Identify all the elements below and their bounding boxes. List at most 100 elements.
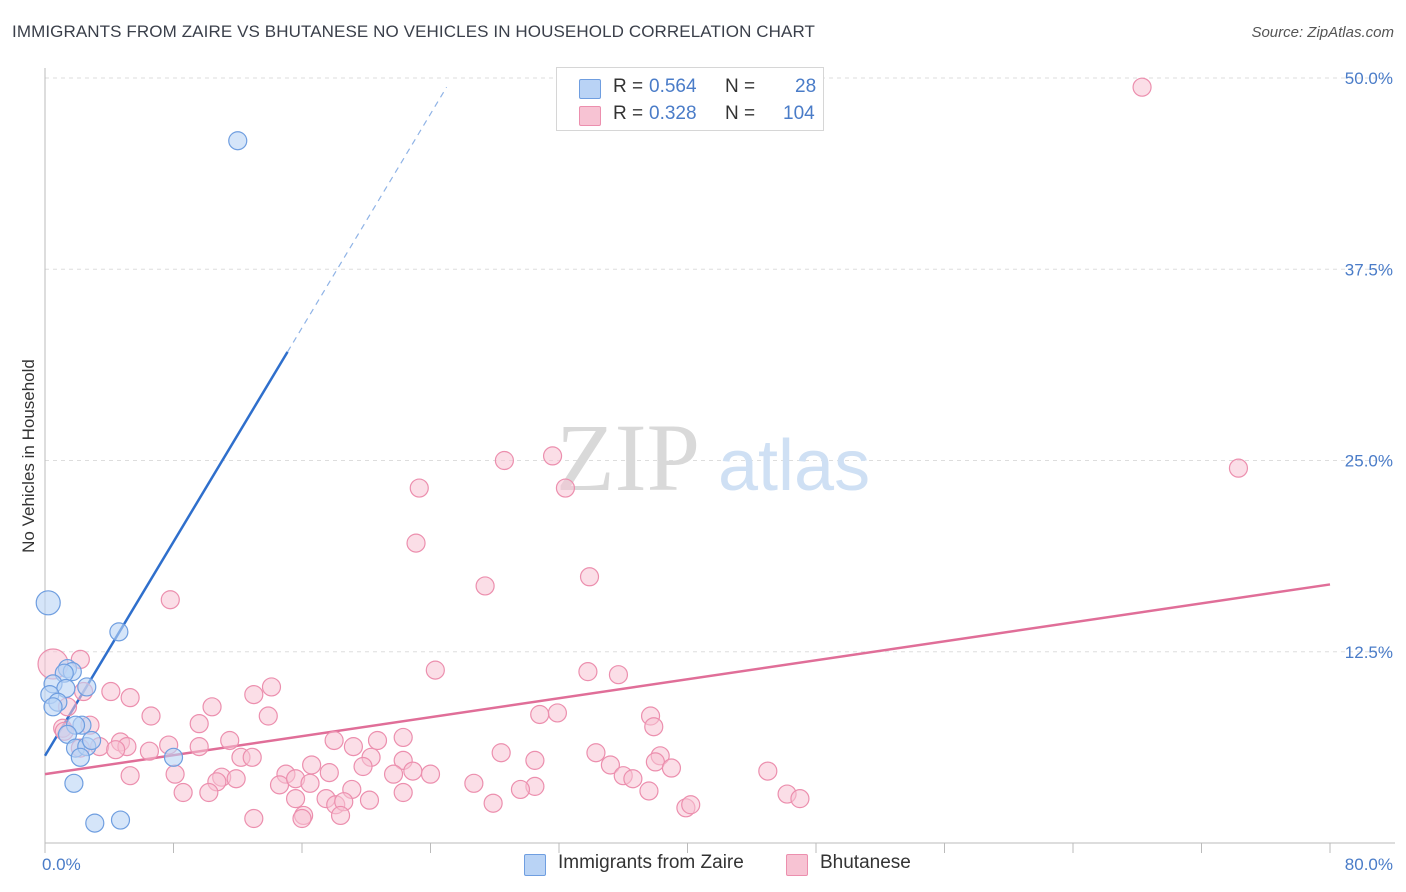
legend-n-label: N = <box>725 103 756 124</box>
legend-n-label: N = <box>725 76 756 97</box>
bhutanese-point <box>300 773 320 793</box>
x-tick-label: 0.0% <box>42 855 81 874</box>
bhutanese-point <box>106 740 126 760</box>
zaire-points <box>35 131 248 833</box>
bhutanese-point <box>292 808 312 829</box>
legend-r-value: 0.328 <box>649 103 697 124</box>
bhutanese-point <box>393 782 413 803</box>
legend-series-label: Immigrants from Zaire <box>558 852 744 873</box>
bhutanese-point <box>202 697 222 717</box>
bhutanese-point <box>141 706 161 726</box>
zaire-point <box>64 773 84 793</box>
zaire-point <box>35 590 61 616</box>
bhutanese-point <box>464 773 484 793</box>
bhutanese-point <box>586 743 606 763</box>
bhutanese-trendline <box>44 583 1331 776</box>
chart-title: IMMIGRANTS FROM ZAIRE VS BHUTANESE NO VE… <box>12 22 816 41</box>
bhutanese-point <box>600 755 621 775</box>
bhutanese-point <box>120 688 140 708</box>
bhutanese-point <box>639 781 659 801</box>
bhutanese-point <box>790 789 810 809</box>
axes <box>44 68 1395 853</box>
bhutanese-point <box>623 769 643 789</box>
bhutanese-point <box>1132 77 1152 97</box>
legend-n-value: 28 <box>795 76 817 97</box>
legend-swatch-blue <box>524 854 546 876</box>
bhutanese-point <box>1228 458 1249 478</box>
watermark-atlas: atlas <box>718 426 870 506</box>
bhutanese-point <box>269 775 290 795</box>
bhutanese-point <box>165 764 185 784</box>
bhutanese-point <box>343 737 363 757</box>
bhutanese-point <box>120 766 140 786</box>
y-tick-label: 12.5% <box>1345 643 1393 662</box>
zaire-point <box>81 730 102 751</box>
bhutanese-point <box>681 795 701 815</box>
zaire-point <box>43 697 63 717</box>
stats-legend: R = 0.564 N = 28 R = 0.328 N = 104 <box>556 67 824 131</box>
zaire-point <box>163 747 184 767</box>
bhutanese-point <box>483 793 503 813</box>
grid-lines <box>45 77 1390 653</box>
zaire-point <box>109 622 129 642</box>
bhutanese-point <box>101 681 121 702</box>
bhutanese-point <box>579 567 600 587</box>
legend-r-value: 0.564 <box>649 76 697 97</box>
bhutanese-point <box>491 743 511 763</box>
zaire-trendline-extension <box>287 86 448 353</box>
bhutanese-point <box>353 756 373 777</box>
bhutanese-point <box>393 727 413 748</box>
legend-r-label: R = <box>613 76 644 97</box>
bhutanese-point <box>199 782 219 803</box>
bhutanese-point <box>330 805 351 826</box>
y-tick-label: 37.5% <box>1345 260 1393 279</box>
bhutanese-point <box>139 741 160 761</box>
bhutanese-point <box>420 764 441 784</box>
bhutanese-point <box>173 782 193 803</box>
bhutanese-point <box>555 478 576 498</box>
bhutanese-point <box>644 717 664 737</box>
y-axis-label: No Vehicles in Household <box>19 359 38 553</box>
zaire-point <box>228 131 248 151</box>
x-tick-label: 80.0% <box>1345 855 1393 874</box>
bhutanese-point <box>608 665 629 685</box>
bhutanese-point <box>475 576 495 596</box>
legend-swatch-pink <box>786 854 808 876</box>
zaire-point <box>70 747 90 767</box>
bhutanese-point <box>302 755 322 775</box>
bhutanese-point <box>542 446 563 466</box>
bhutanese-point <box>242 747 262 767</box>
legend-n-value: 104 <box>783 103 815 124</box>
bhutanese-point <box>645 752 665 772</box>
bhutanese-point <box>220 730 240 751</box>
bhutanese-point <box>258 706 278 726</box>
bhutanese-point <box>530 704 550 725</box>
watermark: ZIP atlas <box>556 404 870 511</box>
tick-labels: 12.5% 25.0% 37.5% 50.0% 0.0% 80.0% <box>42 69 1393 874</box>
bhutanese-point <box>319 763 339 783</box>
bhutanese-point <box>547 703 567 723</box>
bhutanese-point <box>406 533 426 553</box>
bhutanese-point <box>661 758 682 778</box>
legend-r-label: R = <box>613 103 644 124</box>
bhutanese-point <box>494 450 514 471</box>
bhutanese-point <box>510 779 531 800</box>
source-label: Source: ZipAtlas.com <box>1251 24 1394 41</box>
y-tick-label: 25.0% <box>1345 452 1393 471</box>
bhutanese-point <box>324 730 344 751</box>
bhutanese-point <box>383 764 404 784</box>
bhutanese-point <box>261 677 282 697</box>
bhutanese-point <box>578 662 598 682</box>
legend-swatch-blue <box>579 79 601 99</box>
bhutanese-points <box>37 77 1249 829</box>
legend-swatch-pink <box>579 106 601 126</box>
bhutanese-point <box>160 590 180 610</box>
zaire-point <box>110 810 131 830</box>
bhutanese-point <box>409 478 429 498</box>
bhutanese-point <box>403 761 423 781</box>
bhutanese-point <box>359 790 380 810</box>
bhutanese-point <box>758 761 778 781</box>
bhutanese-point <box>226 769 246 789</box>
bhutanese-point <box>189 714 209 734</box>
